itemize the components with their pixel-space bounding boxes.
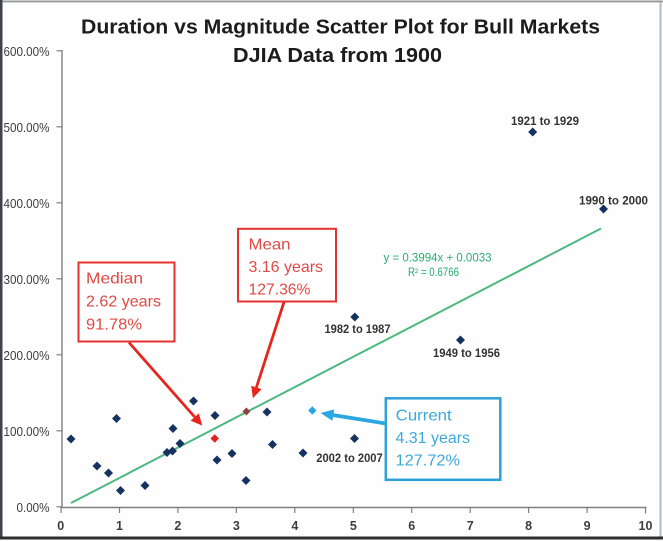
svg-text:4.31 years: 4.31 years — [396, 430, 471, 447]
svg-text:DJIA Data from 1900: DJIA Data from 1900 — [233, 45, 442, 67]
svg-text:6: 6 — [408, 519, 415, 533]
svg-text:8: 8 — [525, 519, 532, 533]
svg-text:Mean: Mean — [249, 237, 291, 254]
svg-text:9: 9 — [584, 519, 591, 533]
svg-text:R² = 0.6766: R² = 0.6766 — [408, 267, 459, 279]
svg-text:5: 5 — [350, 519, 357, 533]
svg-text:y = 0.3994x + 0.0033: y = 0.3994x + 0.0033 — [384, 253, 492, 265]
svg-text:2.62 years: 2.62 years — [86, 294, 161, 311]
svg-text:1982 to 1987: 1982 to 1987 — [325, 324, 391, 336]
svg-text:400.00%: 400.00% — [4, 197, 50, 211]
svg-text:1: 1 — [116, 519, 123, 533]
svg-text:0.00%: 0.00% — [17, 501, 50, 515]
svg-text:3.16 years: 3.16 years — [249, 259, 324, 276]
svg-text:2: 2 — [174, 519, 181, 533]
svg-text:127.72%: 127.72% — [396, 453, 461, 470]
svg-text:10: 10 — [639, 519, 653, 533]
svg-text:0: 0 — [57, 519, 64, 533]
svg-text:Median: Median — [86, 271, 143, 288]
svg-text:3: 3 — [233, 519, 240, 533]
svg-text:200.00%: 200.00% — [4, 349, 50, 363]
svg-text:127.36%: 127.36% — [249, 282, 311, 299]
svg-text:300.00%: 300.00% — [4, 273, 50, 287]
svg-text:2002 to 2007: 2002 to 2007 — [316, 453, 383, 465]
svg-text:91.78%: 91.78% — [86, 317, 142, 334]
svg-text:7: 7 — [467, 519, 474, 533]
svg-text:1921 to 1929: 1921 to 1929 — [511, 116, 579, 128]
svg-text:100.00%: 100.00% — [4, 425, 50, 439]
svg-text:1949 to 1956: 1949 to 1956 — [433, 348, 500, 360]
svg-text:4: 4 — [291, 519, 298, 533]
svg-text:600.00%: 600.00% — [4, 45, 50, 59]
svg-text:Duration vs Magnitude Scatter: Duration vs Magnitude Scatter Plot for B… — [81, 16, 600, 38]
svg-text:500.00%: 500.00% — [4, 121, 50, 135]
svg-text:1990 to 2000: 1990 to 2000 — [579, 196, 648, 208]
svg-text:Current: Current — [396, 407, 453, 424]
